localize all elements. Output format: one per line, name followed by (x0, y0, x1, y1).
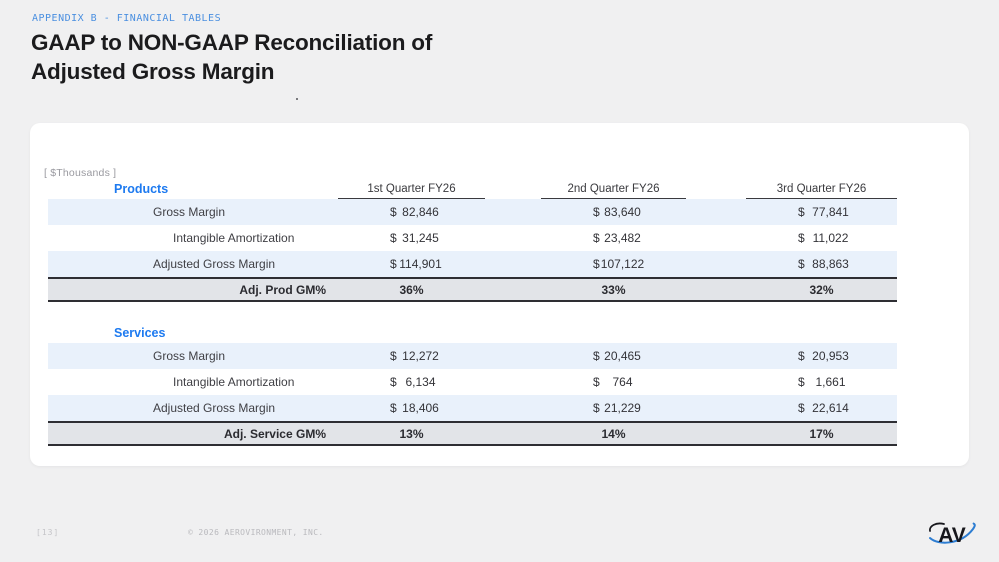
summary-value: 13% (399, 426, 424, 441)
row-label: Gross Margin (153, 205, 226, 219)
units-label: [ $Thousands ] (44, 167, 117, 179)
currency-symbol: $ (593, 375, 600, 389)
section-services: Services Gross Margin $12,272 $20,465 $2… (48, 315, 897, 446)
currency-symbol: $ (593, 349, 600, 363)
currency-symbol: $ (593, 401, 600, 415)
currency-symbol: $ (798, 205, 805, 219)
summary-row-services: Adj. Service GM% 13% 14% 17% (48, 421, 897, 446)
table-row: Intangible Amortization $31,245 $23,482 … (48, 225, 897, 251)
summary-value: 14% (601, 426, 626, 441)
currency-symbol: $ (593, 257, 600, 271)
amount: 18,406 (402, 401, 439, 415)
row-value: $18,406 (338, 395, 485, 421)
row-value: $20,953 (746, 343, 897, 369)
row-value: $21,229 (541, 395, 686, 421)
amount: 107,122 (600, 257, 645, 271)
row-value: $82,846 (338, 199, 485, 225)
amount: 114,901 (399, 257, 442, 271)
amount: 77,841 (812, 205, 849, 219)
row-value: $114,901 (338, 251, 485, 277)
products-header-row: Products 1st Quarter FY26 2nd Quarter FY… (48, 175, 897, 199)
table-card: [ $Thousands ] Products 1st Quarter FY26… (30, 123, 969, 466)
title-line-2: Adjusted Gross Margin (31, 59, 275, 84)
currency-symbol: $ (390, 401, 397, 415)
logo-text: AV (938, 524, 966, 547)
amount: 20,953 (812, 349, 849, 363)
eyebrow-label: APPENDIX B - FINANCIAL TABLES (32, 13, 222, 24)
table-row: Gross Margin $12,272 $20,465 $20,953 (48, 343, 897, 369)
row-value: $6,134 (338, 369, 485, 395)
amount: 764 (612, 375, 633, 389)
summary-label: Adj. Prod GM% (239, 282, 326, 297)
column-header-q1: 1st Quarter FY26 (338, 176, 485, 199)
currency-symbol: $ (390, 349, 397, 363)
amount: 82,846 (402, 205, 439, 219)
title-line-1: GAAP to NON-GAAP Reconciliation of (31, 30, 433, 55)
row-label: Adjusted Gross Margin (153, 401, 276, 415)
section-products: Products 1st Quarter FY26 2nd Quarter FY… (48, 175, 897, 302)
summary-value: 32% (809, 282, 834, 297)
row-value: $11,022 (746, 225, 897, 251)
amount: 31,245 (402, 231, 439, 245)
column-header-q2: 2nd Quarter FY26 (541, 176, 686, 199)
summary-label: Adj. Service GM% (223, 426, 326, 441)
currency-symbol: $ (798, 375, 805, 389)
currency-symbol: $ (798, 231, 805, 245)
summary-value: 17% (809, 426, 834, 441)
table-row: Adjusted Gross Margin $114,901 $107,122 … (48, 251, 897, 277)
amount: 88,863 (812, 257, 849, 271)
row-value: $31,245 (338, 225, 485, 251)
column-header-q3: 3rd Quarter FY26 (746, 176, 897, 199)
row-label: Intangible Amortization (173, 375, 295, 389)
currency-symbol: $ (798, 401, 805, 415)
summary-row-products: Adj. Prod GM% 36% 33% 32% (48, 277, 897, 302)
amount: 1,661 (815, 375, 846, 389)
page-number: [13] (36, 528, 60, 537)
row-label: Gross Margin (153, 349, 226, 363)
page-title: GAAP to NON-GAAP Reconciliation of Adjust… (31, 28, 432, 86)
aerovironment-logo-icon: AV (929, 522, 976, 547)
row-value: $107,122 (541, 251, 686, 277)
row-value: $88,863 (746, 251, 897, 277)
table-row: Gross Margin $82,846 $83,640 $77,841 (48, 199, 897, 225)
row-value: $20,465 (541, 343, 686, 369)
row-value: $22,614 (746, 395, 897, 421)
row-value: $764 (541, 369, 686, 395)
row-label: Adjusted Gross Margin (153, 257, 276, 271)
amount: 23,482 (604, 231, 641, 245)
currency-symbol: $ (593, 231, 600, 245)
row-value: $77,841 (746, 199, 897, 225)
table-row: Adjusted Gross Margin $18,406 $21,229 $2… (48, 395, 897, 421)
amount: 22,614 (812, 401, 849, 415)
currency-symbol: $ (798, 257, 805, 271)
currency-symbol: $ (390, 375, 397, 389)
row-value: $83,640 (541, 199, 686, 225)
services-header-row: Services (48, 315, 897, 343)
copyright-text: © 2026 AEROVIRONMENT, INC. (188, 528, 324, 537)
row-value: $23,482 (541, 225, 686, 251)
row-label: Intangible Amortization (173, 231, 295, 245)
currency-symbol: $ (390, 205, 397, 219)
amount: 83,640 (604, 205, 641, 219)
section-title-services: Services (114, 326, 166, 340)
currency-symbol: $ (390, 231, 397, 245)
table-row: Intangible Amortization $6,134 $764 $1,6… (48, 369, 897, 395)
amount: 20,465 (604, 349, 641, 363)
title-period (296, 98, 298, 100)
amount: 21,229 (604, 401, 641, 415)
row-value: $1,661 (746, 369, 897, 395)
currency-symbol: $ (390, 257, 397, 271)
summary-value: 33% (601, 282, 626, 297)
section-title-products: Products (114, 182, 169, 196)
currency-symbol: $ (798, 349, 805, 363)
currency-symbol: $ (593, 205, 600, 219)
row-value: $12,272 (338, 343, 485, 369)
amount: 12,272 (402, 349, 439, 363)
amount: 6,134 (405, 375, 436, 389)
amount: 11,022 (812, 231, 849, 245)
summary-value: 36% (399, 282, 424, 297)
